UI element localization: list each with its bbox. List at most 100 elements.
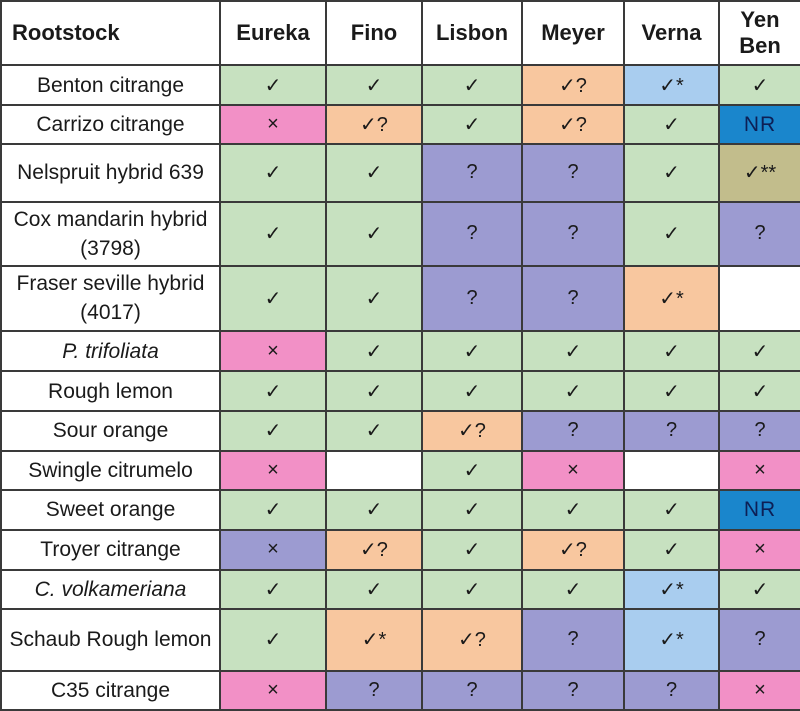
cell-verna: ✓ [623, 488, 720, 531]
cell-verna: ✓ [623, 143, 720, 203]
compatibility-symbol: ? [567, 222, 579, 245]
compatibility-symbol: × [267, 113, 279, 136]
rootstock-name: Schaub Rough lemon [0, 608, 221, 672]
compatibility-symbol: ✓? [360, 114, 388, 137]
rootstock-name-text: Nelspruit hybrid 639 [17, 161, 204, 185]
cell-verna: ✓* [623, 63, 720, 107]
rootstock-name: Sweet orange [0, 488, 221, 531]
compatibility-symbol: ✓ [365, 579, 383, 601]
cell-verna: ✓ [623, 370, 720, 412]
table-row: Fraser seville hybrid (4017) ✓ ✓?? ✓* [0, 264, 800, 333]
header-rootstock: Rootstock [0, 0, 221, 66]
cell-yen-ben: NR [718, 104, 800, 146]
rootstock-name: C35 citrange [0, 669, 221, 711]
cell-meyer: ✓? [521, 528, 625, 571]
cell-meyer: ✓ [521, 488, 625, 531]
cell-meyer: ? [521, 409, 625, 452]
compatibility-symbol: ✓* [659, 287, 684, 310]
compatibility-symbol: ✓ [463, 539, 481, 562]
rootstock-name-text: Troyer citrange [40, 538, 181, 562]
cell-meyer: × [521, 449, 625, 491]
cell-yen-ben: ✓ [718, 370, 800, 412]
compatibility-symbol: ✓* [361, 629, 387, 652]
compatibility-symbol: ? [466, 678, 478, 701]
header-row: Rootstock Eureka Fino Lisbon Meyer Verna… [0, 0, 800, 66]
compatibility-symbol: ✓ [264, 287, 282, 310]
compatibility-symbol: ✓ [264, 579, 282, 601]
cell-eureka: × [219, 330, 327, 373]
cell-eureka: × [219, 528, 327, 571]
compatibility-symbol: ? [466, 222, 478, 245]
cell-meyer: ✓ [521, 370, 625, 412]
rootstock-name: Sour orange [0, 409, 221, 452]
header-eureka: Eureka [219, 0, 327, 66]
table-row: C. volkameriana ✓ ✓ ✓ ✓ ✓* ✓ [0, 568, 800, 611]
compatibility-symbol: ✓ [463, 74, 481, 97]
compatibility-symbol: ✓ [751, 579, 769, 601]
rootstock-name-species: P. trifoliata [62, 339, 159, 363]
cell-lisbon: ? [421, 264, 523, 333]
table-row: P. trifoliata × ✓ ✓ ✓ ✓ ✓ [0, 330, 800, 373]
cell-meyer: ? [521, 608, 625, 672]
compatibility-symbol: ✓ [751, 380, 769, 403]
compatibility-symbol: ? [754, 628, 766, 651]
table-row: Benton citrange ✓ ✓ ✓ ✓? ✓* ✓ [0, 63, 800, 107]
cell-eureka: × [219, 669, 327, 711]
rootstock-name: P. trifoliata [0, 330, 221, 373]
cell-meyer: ? [521, 264, 625, 333]
rootstock-name-text: Benton citrange [36, 73, 185, 97]
rootstock-name: Cox mandarin hybrid (3798) [0, 200, 221, 267]
cell-yen-ben: × [718, 669, 800, 711]
compatibility-symbol: ✓ [365, 223, 383, 246]
rootstock-name-text: Swingle citrumelo [28, 458, 193, 482]
compatibility-symbol: ? [567, 678, 579, 701]
rootstock-name-text: C35 citrange [50, 678, 171, 702]
compatibility-symbol: ✓ [463, 380, 481, 403]
cell-fino: ✓ [325, 63, 423, 107]
cell-yen-ben: ✓ [718, 568, 800, 611]
rootstock-name-text: Sweet orange [45, 498, 176, 522]
cell-meyer: ? [521, 669, 625, 711]
rootstock-name-text: Rough lemon [48, 379, 173, 403]
table-row: Schaub Rough lemon ✓ ✓* ✓?? ✓*? [0, 608, 800, 672]
compatibility-symbol: ✓? [458, 629, 486, 652]
compatibility-symbol: ✓ [264, 420, 282, 443]
compatibility-symbol: ✓* [659, 629, 684, 652]
compatibility-symbol: ✓ [463, 340, 481, 363]
compatibility-symbol: ✓ [264, 74, 282, 97]
compatibility-symbol: ? [665, 419, 678, 442]
compatibility-symbol: ✓ [663, 380, 680, 403]
compatibility-symbol: ? [466, 286, 478, 309]
header-lisbon: Lisbon [421, 0, 523, 66]
cell-yen-ben: ? [718, 608, 800, 672]
compatibility-symbol: ✓ [463, 579, 481, 601]
cell-eureka: × [219, 104, 327, 146]
compatibility-symbol: ✓ [264, 162, 282, 185]
rootstock-name-text: Schaub Rough lemon [9, 628, 212, 652]
cell-verna: ✓ [623, 104, 720, 146]
cell-eureka: ✓ [219, 63, 327, 107]
cell-verna: ✓ [623, 528, 720, 571]
cell-fino: ✓? [325, 528, 423, 571]
compatibility-symbol: ✓ [663, 499, 680, 522]
compatibility-symbol: ✓? [458, 420, 486, 443]
cell-eureka: ✓ [219, 409, 327, 452]
rootstock-name: Fraser seville hybrid (4017) [0, 264, 221, 333]
rootstock-name: Nelspruit hybrid 639 [0, 143, 221, 203]
compatibility-symbol: ✓ [365, 499, 383, 522]
compatibility-symbol: ✓? [559, 74, 587, 97]
rootstock-name-text: Carrizo citrange [36, 113, 185, 137]
cell-fino: ✓? [325, 104, 423, 146]
cell-fino: ✓ [325, 370, 423, 412]
compatibility-symbol: ✓ [463, 114, 481, 137]
cell-meyer: ? [521, 200, 625, 267]
cell-eureka: ✓ [219, 488, 327, 531]
compatibility-symbol: × [267, 538, 279, 561]
compatibility-symbol: ✓ [365, 420, 383, 443]
table-row: C35 citrange ×???? × [0, 669, 800, 711]
cell-fino: ✓* [325, 608, 423, 672]
cell-yen-ben: × [718, 449, 800, 491]
compatibility-symbol: ✓ [663, 162, 680, 185]
cell-fino: ? [325, 669, 423, 711]
cell-lisbon: ✓? [421, 608, 523, 672]
